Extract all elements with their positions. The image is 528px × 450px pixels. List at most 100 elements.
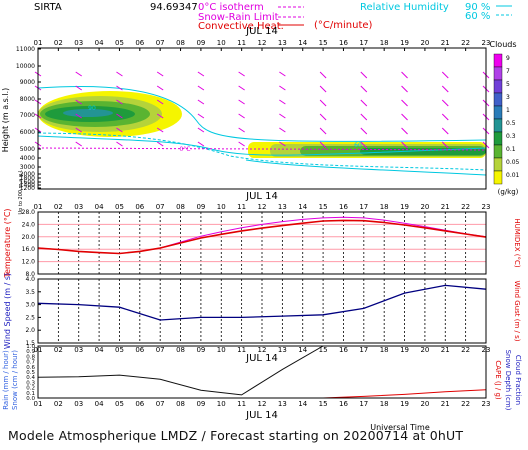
rh-contour-label-90: 90 [88,105,96,112]
colorbar-swatch [493,79,503,94]
precip-y-tick: 0.6 [26,365,35,371]
wind-arrow [75,99,83,105]
cloud-x-tick: 08 [176,39,185,47]
temp-x-tick: 15 [319,203,328,211]
xlabel-universal-time: Universal Time [370,423,430,432]
precip-x-tick-bottom: 11 [237,400,246,408]
wind-y-tick: 1.5 [25,340,35,347]
precip-y-tick: 0.2 [26,386,35,392]
temp-x-tick: 16 [339,203,348,211]
rh-contour-lower [245,159,487,176]
wind-arrow [116,99,123,105]
precip-x-tick-bottom: 03 [74,400,83,408]
cloud-y-tick: 1400 [20,182,35,189]
precip-x-tick-top: 21 [441,346,450,354]
precip-x-tick-top: 18 [380,346,389,354]
temp-date-label: JUL 14 [245,191,278,202]
wind-y-tick: 3.5 [25,289,35,296]
cloud-y-tick: 3000 [20,164,35,171]
temp-frame [37,211,487,275]
precip-x-tick-top: 13 [278,346,287,354]
wind-arrow [156,141,164,147]
cloud-x-tick: 22 [461,39,470,47]
precip-x-tick-bottom: 12 [258,400,267,408]
colorbar-level: 0.05 [506,159,520,166]
precip-x-tick-bottom: 23 [482,400,491,408]
precip-x-tick-bottom: 19 [400,400,409,408]
temp-x-tick: 09 [196,203,205,211]
cloud-x-tick: 07 [156,39,165,47]
wind-arrow [319,85,327,93]
precip-x-tick-top: 09 [196,346,205,354]
footer-caption: Modele Atmospherique LMDZ / Forecast sta… [8,428,464,443]
colorbar-level: 3 [506,94,510,101]
temp-x-tick: 18 [380,203,389,211]
humidex-ylabel: HUMIDEX (°C) [513,218,521,267]
precip-x-tick-top: 12 [258,346,267,354]
temp-x-tick: 06 [135,203,144,211]
rh-legend-value-60: 60 % [465,11,490,22]
colorbar-unit: (g/kg) [498,188,519,196]
colorbar-swatch [493,105,503,120]
cloud-x-tick: 10 [217,39,226,47]
cloud-x-tick: 05 [115,39,124,47]
temp-y-tick: 8.0 [25,271,35,278]
wind-arrow [197,71,205,77]
precip-x-tick-top: 05 [115,346,124,354]
cloud-x-tick: 06 [135,39,144,47]
temp-ylabel: Temperature (°C) [3,208,12,278]
precip-x-tick-bottom: 01 [34,400,43,408]
precip-x-tick-bottom: 21 [441,400,450,408]
colorbar-swatch [493,144,503,159]
wind-arrow [279,141,286,147]
temp-x-tick: 02 [54,203,63,211]
colorbar-swatch [493,92,503,107]
colorbar-level: 5 [506,81,510,88]
precip-frame [37,345,487,399]
precip-x-tick-top: 19 [400,346,409,354]
temp-x-tick: 14 [298,203,307,211]
cloud-y-tick: 1200 [20,185,35,192]
station-name: SIRTA [34,2,62,13]
wind-arrow [279,99,286,105]
cloud-x-tick: 21 [441,39,450,47]
precip-x-tick-top: 06 [135,346,144,354]
wind-arrow [360,113,368,121]
bottom-date-label: JUL 14 [245,410,278,421]
wind-arrow [238,141,245,147]
wind-arrow [238,127,245,133]
colorbar-level: 0.01 [506,172,520,179]
colorbar-level: 7 [506,68,510,75]
cloud-x-tick: 15 [319,39,328,47]
wind-arrow [197,85,205,91]
cloud-y-tick: 2000 [20,171,35,178]
cape-line [38,389,487,399]
cloud-y-tick: 7000 [20,112,35,119]
precip-x-tick-bottom: 22 [461,400,470,408]
precip-y-tick: 0.0 [26,396,35,402]
cloud-x-tick: 16 [339,39,348,47]
wind-arrow [401,141,408,149]
wind-y-tick: 2.5 [25,314,35,321]
cloud-fraction-ylabel: Cloud Fraction [514,355,522,405]
precip-x-tick-top: 15 [319,346,328,354]
cloud-date-label: JUL 14 [245,26,278,37]
cloud-y-tick: 10000 [16,63,35,70]
precip-x-tick-bottom: 10 [217,400,226,408]
rh-legend-value-90: 90 % [465,2,490,13]
colorbar-swatch [493,157,503,172]
precip-x-tick-bottom: 14 [298,400,307,408]
wind-ylabel: Wind Speed (m / s) [3,273,12,349]
isotherm-legend: 0°C isotherm [198,2,264,13]
colorbar-title: Clouds [489,40,516,49]
station-coords: 94.69347 [150,2,198,13]
rh-contour-90b [37,135,487,156]
wind-arrow [197,99,205,105]
cloud-x-tick: 23 [482,39,491,47]
wind-arrow [75,127,83,133]
rh-contour-90 [37,86,487,142]
wind-arrow [279,113,286,119]
precip-y-tick: 0.7 [26,360,35,366]
